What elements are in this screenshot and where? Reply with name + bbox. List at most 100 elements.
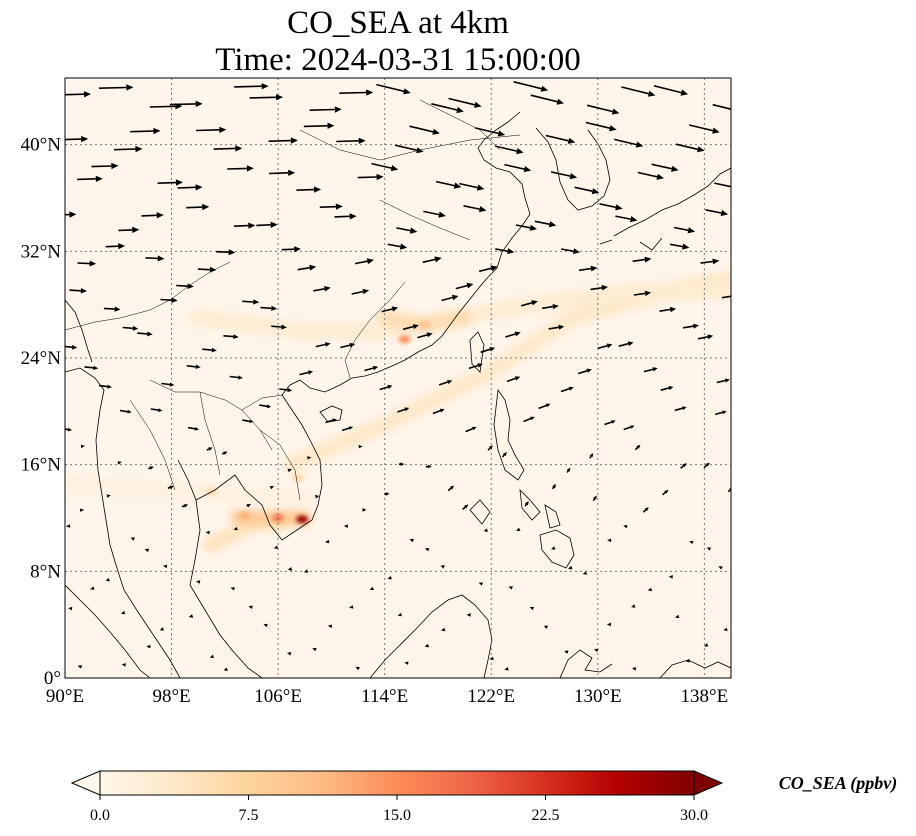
wind-arrow (65, 344, 78, 350)
hotspot-4 (418, 320, 431, 329)
wind-arrow (137, 331, 153, 337)
wind-arrow (621, 86, 656, 97)
wind-arrow (113, 145, 143, 153)
wind-arrow (637, 171, 664, 180)
colorbar-tick-label: 22.5 (532, 807, 560, 824)
wind-vectors (65, 81, 731, 671)
wind-arrow (505, 331, 521, 338)
lon-tick-label: 122°E (467, 686, 515, 707)
wind-arrow (459, 182, 485, 191)
wind-arrow (229, 375, 243, 380)
wind-arrow (474, 127, 506, 137)
wind-arrow (489, 656, 494, 660)
wind-arrow (551, 546, 556, 550)
lat-tick-label: 8°N (30, 561, 61, 582)
wind-arrow (146, 644, 151, 649)
wind-arrow (157, 179, 183, 186)
wind-arrow (582, 571, 587, 575)
wind-arrow (269, 486, 275, 490)
wind-arrow (455, 282, 474, 290)
wind-arrow (384, 492, 390, 496)
wind-arrow (279, 388, 293, 393)
wind-arrow (91, 162, 119, 170)
wind-arrow (520, 300, 538, 307)
wind-arrow (176, 283, 194, 289)
wind-arrow (334, 213, 357, 220)
coastline-philippines-luzon (493, 388, 525, 481)
wind-arrow (371, 162, 399, 172)
wind-arrow (550, 171, 578, 180)
wind-arrow (79, 508, 85, 512)
wind-arrow (504, 163, 532, 173)
wind-arrow (632, 667, 637, 671)
wind-arrow (660, 386, 674, 391)
wind-arrow (259, 404, 272, 409)
hotspot-3 (398, 335, 411, 344)
wind-arrow (704, 643, 709, 647)
wind-arrow (268, 169, 296, 176)
wind-arrow (432, 408, 445, 415)
map-area (65, 78, 731, 678)
wind-arrow (163, 564, 168, 569)
wind-arrow (362, 508, 367, 512)
wind-arrow (150, 408, 163, 412)
wind-arrow (106, 494, 111, 498)
wind-arrow (206, 447, 213, 451)
wind-arrow (312, 648, 317, 652)
wind-arrow (90, 586, 95, 590)
wind-arrow (161, 382, 175, 387)
wind-arrow (538, 403, 551, 410)
lon-tick-label: 90°E (46, 686, 84, 707)
wind-arrow (586, 104, 620, 115)
wind-arrow (623, 525, 628, 529)
wind-arrow (483, 528, 488, 532)
wind-arrow (543, 625, 549, 629)
wind-arrow (396, 227, 418, 234)
wind-arrow (714, 410, 727, 416)
wind-arrow (552, 483, 556, 490)
wind-arrow (466, 613, 471, 617)
wind-arrow (167, 485, 174, 490)
wind-arrow (516, 527, 521, 531)
wind-arrow (422, 256, 442, 264)
wind-arrow (404, 661, 409, 665)
wind-arrow (680, 463, 687, 469)
wind-arrow (119, 409, 132, 414)
wind-arrow (589, 453, 594, 459)
coastline-south-china (309, 267, 498, 393)
wind-arrow (233, 222, 256, 229)
wind-arrow (659, 306, 677, 313)
wind-arrow (697, 334, 714, 340)
wind-arrow (65, 135, 89, 143)
wind-arrow (122, 325, 139, 331)
wind-arrow (590, 285, 609, 291)
wind-arrow (495, 145, 524, 155)
wind-arrow (379, 384, 393, 391)
wind-arrow (534, 220, 557, 228)
wind-arrow (364, 365, 379, 372)
wind-arrow (234, 83, 269, 90)
wind-arrow (325, 418, 337, 424)
wind-arrow (673, 226, 696, 234)
wind-arrow (177, 184, 203, 191)
wind-arrow (545, 134, 576, 144)
wind-arrow (438, 380, 453, 386)
wind-arrow (397, 407, 410, 413)
wind-arrow (160, 297, 178, 303)
wind-arrow (358, 444, 363, 449)
colorbar-label: CO_SEA (ppbv) (779, 773, 898, 794)
wind-arrow (689, 124, 720, 134)
wind-arrow (548, 324, 565, 330)
wind-arrow (307, 456, 312, 460)
wind-arrow (643, 367, 658, 373)
wind-arrow (303, 122, 335, 129)
wind-arrow (315, 494, 320, 499)
wind-arrow (424, 643, 429, 648)
wind-arrow (169, 100, 203, 107)
colorbar-ticks: 0.0 7.5 15.0 22.5 30.0 (90, 795, 708, 824)
wind-arrow (564, 650, 569, 654)
border-lines (65, 99, 521, 501)
wind-arrow (633, 290, 652, 297)
wind-arrow (560, 386, 574, 393)
